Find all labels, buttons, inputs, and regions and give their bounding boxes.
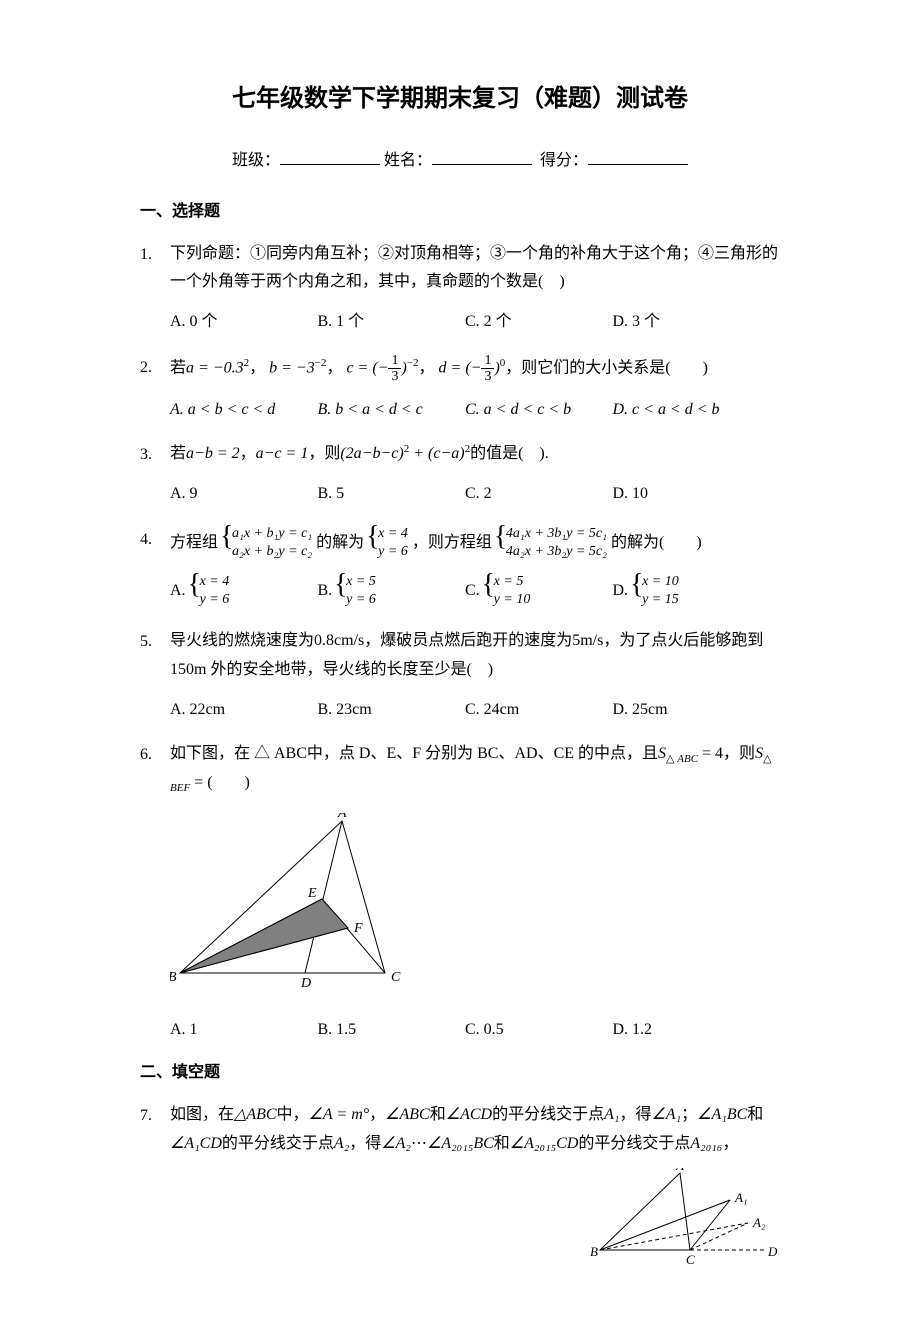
option-b: B. 1 个 — [318, 309, 466, 335]
svg-text:A: A — [337, 813, 347, 821]
question-text: 方程组 a₁x + b₁y = c₁a₂x + b₂y = c₂ 的解为 x =… — [170, 525, 780, 561]
question-6: 6. 如下图，在 △ ABC中，点 D、E、F 分别为 BC、AD、CE 的中点… — [140, 740, 780, 1042]
qnum: 6. — [140, 740, 170, 768]
angle-bisector-diagram: A B C D A₁ A₂ — [590, 1168, 780, 1268]
option-c: C. 2 — [465, 481, 613, 507]
option-b: B. 23cm — [318, 697, 466, 723]
question-2: 2. 若a = −0.32， b = −3−2， c = (−13)−2， d … — [140, 353, 780, 422]
svg-text:C: C — [391, 970, 401, 985]
option-d: D. 10 — [613, 481, 761, 507]
svg-text:E: E — [307, 886, 317, 901]
class-blank[interactable] — [280, 149, 380, 165]
svg-text:A₂: A₂ — [752, 1215, 766, 1230]
option-c: C. 2 个 — [465, 309, 613, 335]
option-c: C. 24cm — [465, 697, 613, 723]
option-d: D. x = 10y = 15 — [613, 573, 761, 609]
section1-header: 一、选择题 — [140, 199, 780, 225]
option-c: C. a < d < c < b — [465, 397, 613, 423]
qnum: 5. — [140, 627, 170, 655]
question-3: 3. 若a−b = 2，a−c = 1，则(2a−b−c)2 + (c−a)2的… — [140, 440, 780, 506]
name-blank[interactable] — [432, 149, 532, 165]
svg-text:C: C — [686, 1252, 695, 1267]
option-b: B. 5 — [318, 481, 466, 507]
option-c: C. 0.5 — [465, 1017, 613, 1043]
option-d: D. 3 个 — [613, 309, 761, 335]
qnum: 7. — [140, 1101, 170, 1129]
score-label: 得分： — [540, 152, 588, 169]
qnum: 3. — [140, 440, 170, 468]
option-c: C. x = 5y = 10 — [465, 573, 613, 609]
option-d: D. c < a < d < b — [613, 397, 761, 423]
option-a: A. 0 个 — [170, 309, 318, 335]
question-text: 下列命题：①同旁内角互补；②对顶角相等；③一个角的补角大于这个角；④三角形的一个… — [170, 240, 780, 298]
exam-title: 七年级数学下学期期末复习（难题）测试卷 — [140, 80, 780, 118]
class-label: 班级： — [232, 152, 280, 169]
svg-text:A: A — [675, 1168, 684, 1173]
option-b: B. 1.5 — [318, 1017, 466, 1043]
svg-text:D: D — [300, 976, 311, 991]
q6-diagram: A B C D E F — [170, 813, 780, 1002]
question-4: 4. 方程组 a₁x + b₁y = c₁a₂x + b₂y = c₂ 的解为 … — [140, 525, 780, 610]
option-a: A. 1 — [170, 1017, 318, 1043]
q7-diagram: A B C D A₁ A₂ — [590, 1168, 780, 1277]
question-text: 导火线的燃烧速度为0.8cm/s，爆破员点燃后跑开的速度为5m/s，为了点火后能… — [170, 627, 780, 685]
option-a: A. 22cm — [170, 697, 318, 723]
svg-text:A₁: A₁ — [734, 1190, 747, 1205]
qnum: 4. — [140, 525, 170, 553]
section2-header: 二、填空题 — [140, 1060, 780, 1086]
option-b: B. b < a < d < c — [318, 397, 466, 423]
svg-text:B: B — [170, 970, 177, 985]
question-7: 7. 如图，在△ABC中，∠A = m°，∠ABC和∠ACD的平分线交于点A₁，… — [140, 1101, 780, 1277]
option-a: A. 9 — [170, 481, 318, 507]
option-b: B. x = 5y = 6 — [318, 573, 466, 609]
svg-text:D: D — [767, 1244, 778, 1259]
svg-text:F: F — [353, 921, 363, 936]
svg-text:B: B — [590, 1244, 598, 1259]
question-text: 如图，在△ABC中，∠A = m°，∠ABC和∠ACD的平分线交于点A₁，得∠A… — [170, 1101, 780, 1159]
qnum: 2. — [140, 353, 170, 381]
question-1: 1. 下列命题：①同旁内角互补；②对顶角相等；③一个角的补角大于这个角；④三角形… — [140, 240, 780, 335]
option-d: D. 1.2 — [613, 1017, 761, 1043]
option-d: D. 25cm — [613, 697, 761, 723]
header-line: 班级： 姓名： 得分： — [140, 148, 780, 174]
question-text: 如下图，在 △ ABC中，点 D、E、F 分别为 BC、AD、CE 的中点，且S… — [170, 740, 780, 798]
option-a: A. a < b < c < d — [170, 397, 318, 423]
question-text: 若a−b = 2，a−c = 1，则(2a−b−c)2 + (c−a)2的值是(… — [170, 440, 780, 469]
question-text: 若a = −0.32， b = −3−2， c = (−13)−2， d = (… — [170, 353, 780, 385]
question-5: 5. 导火线的燃烧速度为0.8cm/s，爆破员点燃后跑开的速度为5m/s，为了点… — [140, 627, 780, 722]
name-label: 姓名： — [384, 152, 432, 169]
score-blank[interactable] — [588, 149, 688, 165]
qnum: 1. — [140, 240, 170, 268]
option-a: A. x = 4y = 6 — [170, 573, 318, 609]
triangle-diagram: A B C D E F — [170, 813, 440, 993]
